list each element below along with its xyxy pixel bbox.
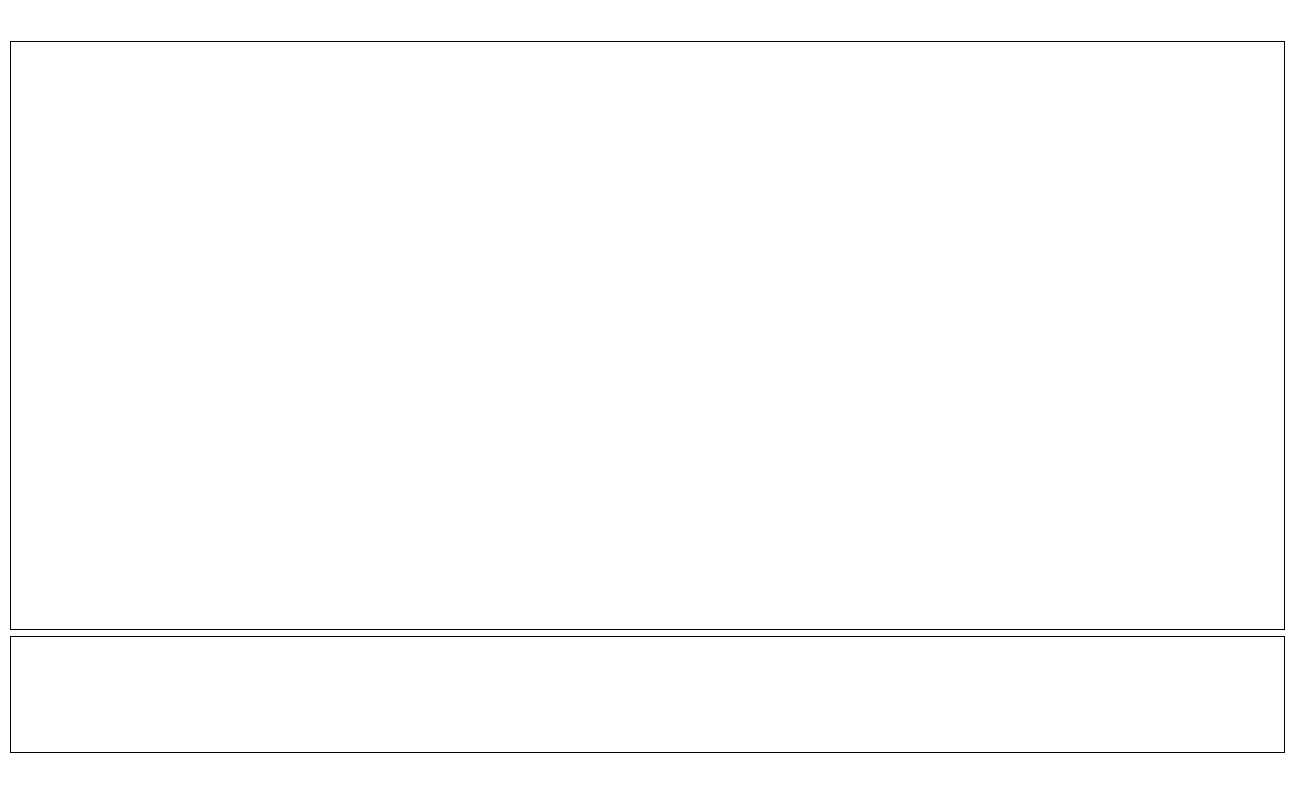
direction-panel-frame — [10, 636, 1285, 753]
velocity-panels-frame — [10, 41, 1285, 630]
